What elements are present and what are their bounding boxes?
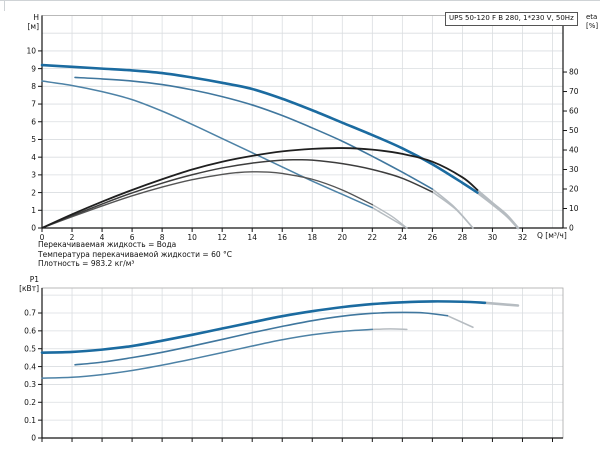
q-axis-label: Q [м³/ч] — [537, 231, 567, 240]
svg-text:2: 2 — [70, 233, 75, 242]
svg-text:26: 26 — [428, 233, 438, 242]
svg-text:0: 0 — [40, 233, 45, 242]
curve-tail — [431, 191, 474, 229]
svg-text:70: 70 — [569, 87, 579, 96]
svg-text:10: 10 — [569, 204, 579, 213]
h-axis-label: H [м] — [8, 13, 39, 31]
svg-text:20: 20 — [338, 233, 348, 242]
svg-text:8: 8 — [160, 233, 165, 242]
svg-text:16: 16 — [277, 233, 287, 242]
svg-text:14: 14 — [247, 233, 257, 242]
svg-text:40: 40 — [569, 146, 579, 155]
svg-text:4: 4 — [31, 153, 36, 162]
svg-text:7: 7 — [31, 100, 36, 109]
svg-text:3: 3 — [31, 171, 36, 180]
svg-text:24: 24 — [398, 233, 408, 242]
svg-text:32: 32 — [518, 233, 528, 242]
curve — [41, 80, 374, 209]
svg-text:22: 22 — [368, 233, 378, 242]
fluid-info-line-medium: Перекачиваемая жидкость = Вода — [38, 240, 177, 249]
fluid-info-line-temperature: Температура перекачиваемой жидкости = 60… — [38, 249, 233, 259]
frame-border-left — [4, 0, 5, 11]
svg-text:10: 10 — [26, 47, 36, 56]
series-p1-curve-speed-2 — [74, 311, 474, 366]
svg-text:30: 30 — [488, 233, 498, 242]
series-eta-curve-speed-1 — [41, 171, 408, 229]
svg-text:8: 8 — [31, 82, 36, 91]
fluid-info-line-density: Плотность = 983.2 кг/м³ — [38, 259, 135, 268]
eta-axis-label: eta [%] — [586, 13, 598, 30]
svg-text:6: 6 — [130, 233, 135, 242]
curve — [41, 171, 374, 229]
eta-axis-label-symbol: eta — [586, 13, 598, 21]
curve — [41, 158, 434, 229]
curve-tail — [371, 328, 408, 331]
svg-text:9: 9 — [31, 64, 36, 73]
pump-model-title: UPS 50-120 F B 280, 1*230 V, 50Hz — [445, 12, 578, 26]
hq-eta-chart: 0 2 4 6 8 10 12 14 16 18 20 22 24 26 28 30 3201234567891… — [26, 15, 579, 242]
svg-text:1: 1 — [31, 206, 36, 215]
curve-tail — [371, 203, 408, 229]
axis-tick-labels: 0 2 4 6 8 10 12 14 16 18 20 22 24 26 28 30 3201234567891… — [26, 47, 578, 242]
p1-axis-label-symbol: P1 — [29, 275, 39, 284]
curve — [41, 328, 374, 379]
p1-axis-label: P1 [кВт] — [8, 275, 39, 293]
svg-text:5: 5 — [31, 135, 36, 144]
series-eta-curve-speed-2 — [41, 158, 474, 229]
p1-axis-label-unit: [кВт] — [19, 283, 39, 293]
svg-text:6: 6 — [31, 117, 36, 126]
curve — [41, 147, 479, 229]
svg-text:80: 80 — [569, 68, 579, 77]
curve — [40, 63, 479, 194]
svg-text:0: 0 — [31, 224, 36, 233]
svg-text:12: 12 — [217, 233, 227, 242]
svg-text:0.4: 0.4 — [24, 362, 36, 371]
svg-text:28: 28 — [458, 233, 468, 242]
series-p1-curve-speed-3 — [40, 300, 520, 354]
svg-text:10: 10 — [187, 233, 197, 242]
svg-text:0: 0 — [569, 224, 574, 233]
series-h-curve-speed-3 — [40, 63, 520, 230]
svg-text:18: 18 — [307, 233, 317, 242]
svg-text:0.7: 0.7 — [24, 309, 36, 318]
axis-ticks — [38, 312, 553, 442]
frame-border-top — [0, 0, 600, 1]
curve-tail — [483, 301, 520, 307]
curve — [40, 300, 487, 354]
curve — [74, 76, 434, 190]
svg-text:0.3: 0.3 — [24, 380, 36, 389]
curve-tail — [446, 314, 474, 329]
axes — [41, 288, 563, 439]
curve-tail — [476, 189, 519, 229]
eta-axis-label-unit: [%] — [586, 21, 599, 30]
series-eta-curve-speed-3 — [41, 147, 519, 229]
svg-text:30: 30 — [569, 165, 579, 174]
p1-chart: 0 0.1 0.2 0.3 0.4 0.5 0.6 0.7 — [24, 287, 564, 443]
h-axis-label-unit: [м] — [27, 21, 39, 31]
svg-text:0.1: 0.1 — [24, 416, 36, 425]
svg-text:60: 60 — [569, 107, 579, 116]
axis-tick-labels: 0 0.1 0.2 0.3 0.4 0.5 0.6 0.7 — [24, 309, 36, 443]
svg-text:4: 4 — [100, 233, 105, 242]
axis-ticks — [38, 50, 567, 232]
h-axis-label-symbol: H — [33, 13, 39, 22]
fluid-info: Перекачиваемая жидкость = Вода Температу… — [38, 240, 232, 269]
svg-text:0: 0 — [31, 434, 36, 443]
svg-text:0.6: 0.6 — [24, 327, 36, 336]
svg-text:0.2: 0.2 — [24, 398, 36, 407]
series-p1-curve-speed-1 — [41, 328, 408, 379]
plot-border — [41, 287, 564, 439]
svg-text:20: 20 — [569, 185, 579, 194]
curve — [74, 311, 449, 366]
gridlines — [42, 288, 563, 438]
svg-text:50: 50 — [569, 126, 579, 135]
svg-text:2: 2 — [31, 188, 36, 197]
svg-text:0.5: 0.5 — [24, 344, 36, 353]
